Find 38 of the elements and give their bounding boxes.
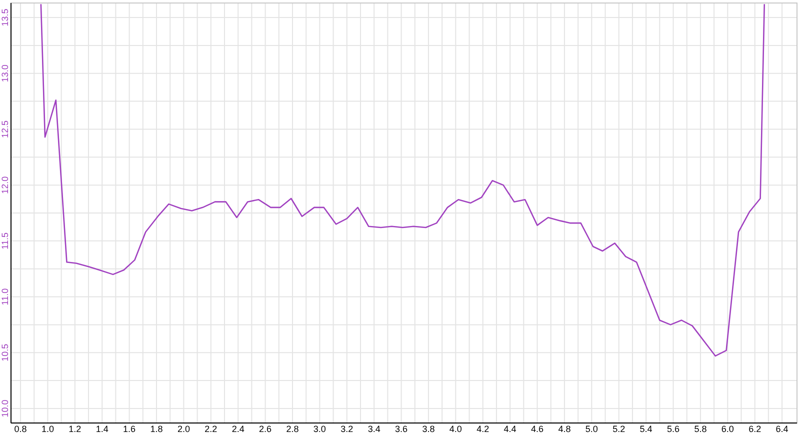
x-tick-label: 5.2 (612, 424, 626, 434)
x-tick-label: 5.6 (666, 424, 680, 434)
x-tick-label: 6.0 (721, 424, 734, 434)
x-tick-label: 5.0 (585, 424, 598, 434)
x-tick-label: 1.8 (150, 424, 163, 434)
x-tick-label: 6.2 (748, 424, 762, 434)
x-tick-label: 4.6 (531, 424, 544, 434)
y-tick-label: 12.0 (0, 176, 10, 194)
x-tick-label: 1.0 (41, 424, 54, 434)
x-tick-label: 1.6 (123, 424, 136, 434)
x-tick-label: 4.0 (449, 424, 462, 434)
line-series (40, 3, 766, 357)
x-tick-label: 2.6 (259, 424, 272, 434)
x-tick-label: 2.4 (232, 424, 244, 434)
x-tick-label: 3.4 (368, 424, 380, 434)
y-tick-label: 11.5 (0, 232, 10, 250)
x-tick-label: 3.6 (395, 424, 408, 434)
x-tick-label: 3.8 (422, 424, 435, 434)
x-tick-label: 2.0 (177, 424, 190, 434)
y-tick-label: 10.0 (0, 400, 10, 418)
x-tick-label: 4.2 (476, 424, 490, 434)
y-tick-label: 12.5 (0, 120, 10, 138)
x-tick-label: 4.8 (558, 424, 571, 434)
x-tick-label: 0.8 (14, 424, 27, 434)
x-tick-label: 3.2 (340, 424, 354, 434)
x-tick-label: 1.4 (96, 424, 108, 434)
x-tick-label: 3.0 (313, 424, 326, 434)
x-tick-label: 5.8 (694, 424, 707, 434)
x-tick-label: 2.2 (204, 424, 218, 434)
y-tick-label: 11.0 (0, 288, 10, 306)
x-tick-label: 4.4 (504, 424, 516, 434)
y-tick-label: 13.0 (0, 64, 10, 82)
x-tick-label: 2.8 (286, 424, 299, 434)
y-tick-label: 13.5 (0, 8, 10, 26)
x-tick-label: 5.4 (640, 424, 652, 434)
y-tick-label: 10.5 (0, 344, 10, 362)
x-tick-label: 6.4 (776, 424, 788, 434)
x-tick-label: 1.2 (68, 424, 82, 434)
